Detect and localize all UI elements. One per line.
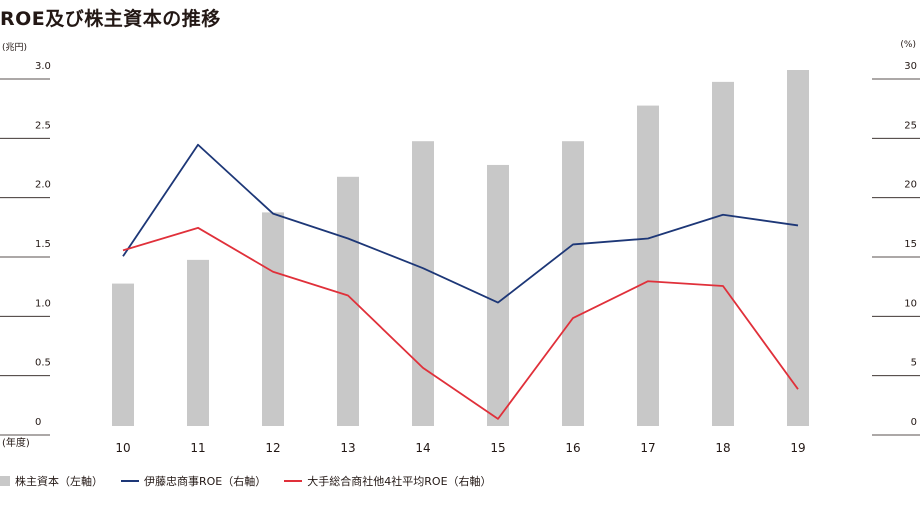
equity-bar (562, 141, 584, 426)
x-tick-label: 11 (190, 441, 205, 455)
itochu-roe-line (122, 143, 799, 304)
equity-bar (412, 141, 434, 426)
x-tick-label: 14 (415, 441, 430, 455)
right-tick-label: 5 (911, 358, 917, 369)
right-tick-label: 25 (904, 120, 917, 131)
left-tick-label: 2.0 (35, 180, 51, 191)
equity-bar (187, 259, 209, 426)
average-roe-line (122, 226, 799, 420)
x-tick-label: 12 (265, 441, 280, 455)
legend: 株主資本（左軸） 伊藤忠商事ROE（右軸） 大手総合商社他4社平均ROE（右軸） (0, 473, 510, 489)
legend-label-itochu-roe: 伊藤忠商事ROE（右軸） (144, 475, 267, 488)
x-tick-label: 13 (340, 441, 355, 455)
left-axis-unit: (兆円) (2, 43, 28, 53)
x-axis-unit: (年度) (2, 436, 30, 449)
equity-bar (487, 164, 509, 426)
legend-item-equity: 株主資本（左軸） (0, 473, 103, 489)
right-tick-label: 30 (904, 61, 917, 72)
right-tick-label: 20 (904, 180, 917, 191)
equity-bar (112, 283, 134, 426)
right-axis-unit: (%) (900, 40, 916, 50)
x-tick-label: 17 (640, 441, 655, 455)
right-tick-label: 15 (904, 239, 917, 250)
x-tick-label: 18 (715, 441, 730, 455)
x-tick-label: 15 (490, 441, 505, 455)
left-tick-label: 0.5 (35, 358, 51, 369)
chart-title: ROE及び株主資本の推移 (0, 8, 221, 30)
x-tick-label: 16 (565, 441, 580, 455)
left-tick-label: 1.5 (35, 239, 51, 250)
equity-bar (337, 176, 359, 426)
right-tick-label: 0 (911, 417, 917, 428)
left-tick-label: 0 (35, 417, 41, 428)
left-tick-label: 1.0 (35, 298, 51, 309)
equity-bar (787, 70, 809, 426)
legend-label-equity: 株主資本（左軸） (15, 475, 103, 488)
equity-bar (637, 105, 659, 426)
legend-swatch-itochu-roe (121, 480, 139, 482)
legend-label-average-roe: 大手総合商社他4社平均ROE（右軸） (307, 475, 492, 488)
legend-item-itochu-roe: 伊藤忠商事ROE（右軸） (121, 473, 266, 489)
legend-item-average-roe: 大手総合商社他4社平均ROE（右軸） (284, 473, 492, 489)
equity-bar (262, 212, 284, 426)
chart-area: 0 0.5 1.0 1.5 2.0 2.5 3.0 0 5 10 15 20 25 30 10 11 12 13 1… (0, 61, 920, 455)
left-tick-label: 2.5 (35, 120, 51, 131)
legend-swatch-average-roe (284, 480, 303, 482)
right-tick-label: 10 (904, 298, 917, 309)
x-tick-label: 10 (115, 441, 130, 455)
left-tick-label: 3.0 (35, 61, 51, 72)
legend-swatch-equity (0, 476, 10, 486)
equity-bar (712, 81, 734, 426)
x-tick-label: 19 (790, 441, 805, 455)
